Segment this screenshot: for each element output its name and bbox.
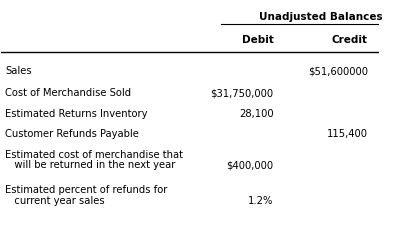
Text: Sales: Sales (5, 66, 32, 76)
Text: Estimated percent of refunds for: Estimated percent of refunds for (5, 185, 167, 195)
Text: Debit: Debit (242, 35, 273, 45)
Text: Credit: Credit (332, 35, 368, 45)
Text: Estimated Returns Inventory: Estimated Returns Inventory (5, 108, 148, 118)
Text: Estimated cost of merchandise that: Estimated cost of merchandise that (5, 149, 183, 159)
Text: $31,750,000: $31,750,000 (210, 88, 273, 98)
Text: current year sales: current year sales (5, 195, 105, 205)
Text: Cost of Merchandise Sold: Cost of Merchandise Sold (5, 88, 131, 98)
Text: Unadjusted Balances: Unadjusted Balances (259, 12, 382, 22)
Text: 28,100: 28,100 (239, 108, 273, 118)
Text: 1.2%: 1.2% (248, 195, 273, 205)
Text: $400,000: $400,000 (226, 160, 273, 170)
Text: Customer Refunds Payable: Customer Refunds Payable (5, 129, 139, 139)
Text: $51,600000: $51,600000 (308, 66, 368, 76)
Text: 115,400: 115,400 (327, 129, 368, 139)
Text: will be returned in the next year: will be returned in the next year (5, 160, 175, 170)
